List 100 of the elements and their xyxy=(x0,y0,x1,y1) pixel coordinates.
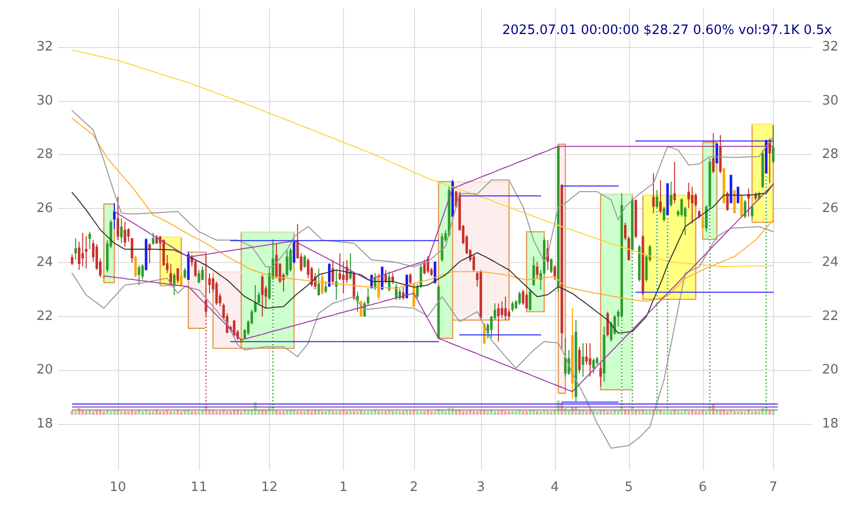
candlestick xyxy=(536,261,538,279)
bar xyxy=(243,410,246,415)
y-tick-label: 28 xyxy=(36,147,53,162)
candlestick xyxy=(152,232,154,246)
bar xyxy=(676,411,680,415)
y2-tick-label: 20 xyxy=(822,362,839,378)
y2-tick-label: 18 xyxy=(822,416,839,432)
bar xyxy=(687,411,690,415)
candlestick xyxy=(712,132,715,174)
bar xyxy=(420,411,422,415)
bar xyxy=(768,410,771,415)
bar xyxy=(360,410,362,415)
y-tick-label: 24 xyxy=(36,254,53,270)
bar xyxy=(289,410,292,415)
candlestick xyxy=(289,248,292,272)
bar xyxy=(99,410,102,415)
candlestick xyxy=(356,291,359,312)
bar xyxy=(152,411,154,415)
bar xyxy=(588,410,592,415)
candlestick xyxy=(275,242,278,279)
y2-tick-label: 32 xyxy=(822,40,839,55)
bar xyxy=(554,410,556,415)
candlestick xyxy=(656,190,658,209)
bar xyxy=(356,411,359,415)
bar xyxy=(184,410,186,415)
candlestick xyxy=(176,268,180,284)
bar xyxy=(310,411,313,415)
candlestick xyxy=(670,181,672,208)
candlestick xyxy=(525,292,528,310)
bar xyxy=(328,410,331,415)
candlestick xyxy=(673,161,676,204)
candlestick xyxy=(88,231,91,250)
candlestick xyxy=(338,252,342,280)
bar xyxy=(320,411,324,415)
bar xyxy=(264,410,268,415)
bar xyxy=(116,410,120,415)
candlestick xyxy=(391,272,394,284)
x-tick-label: 1 xyxy=(339,480,348,495)
bar xyxy=(494,411,496,415)
bar xyxy=(222,410,225,415)
bar xyxy=(394,411,398,415)
bar xyxy=(454,410,458,415)
bar xyxy=(402,411,405,415)
candlestick xyxy=(81,232,84,267)
candlestick xyxy=(198,269,200,284)
bar xyxy=(370,411,373,415)
bar xyxy=(226,411,228,415)
line-series xyxy=(72,118,774,302)
y2-tick-label: 30 xyxy=(822,93,839,108)
bar xyxy=(648,411,652,415)
bar xyxy=(536,411,538,415)
bar xyxy=(363,411,366,415)
bar xyxy=(606,411,609,415)
bar xyxy=(754,411,757,415)
bar xyxy=(772,410,775,415)
x-tick-label: 12 xyxy=(261,480,278,495)
bar xyxy=(92,411,94,415)
bar xyxy=(74,411,77,415)
bar xyxy=(169,411,172,415)
bar xyxy=(113,410,116,415)
bar xyxy=(130,410,134,415)
bar xyxy=(127,411,130,415)
bar xyxy=(391,411,394,415)
bar xyxy=(726,411,729,415)
candlestick xyxy=(120,218,123,244)
bar xyxy=(444,411,447,415)
bar xyxy=(522,411,524,415)
bar xyxy=(377,411,380,415)
bar xyxy=(95,410,98,415)
candlestick xyxy=(750,204,754,219)
candlestick xyxy=(286,250,288,278)
candlestick xyxy=(532,256,535,286)
bar xyxy=(508,411,510,415)
bar xyxy=(602,410,606,415)
bar xyxy=(398,411,402,415)
bar xyxy=(218,411,222,415)
candlestick xyxy=(528,289,532,312)
bar xyxy=(229,411,232,415)
bar xyxy=(282,411,285,415)
candlestick xyxy=(504,296,507,321)
bar xyxy=(335,411,338,415)
bar xyxy=(673,410,676,415)
bar xyxy=(158,411,162,415)
candlestick xyxy=(124,221,126,248)
bar xyxy=(500,410,504,415)
candlestick xyxy=(472,254,476,272)
bar xyxy=(106,410,109,415)
x-tick-label: 11 xyxy=(190,480,208,495)
bar xyxy=(236,410,239,415)
bar xyxy=(546,411,550,415)
candlestick xyxy=(726,191,729,212)
y2-tick-label: 26 xyxy=(822,201,839,216)
bar xyxy=(518,410,521,415)
y-tick-label: 18 xyxy=(36,416,53,432)
bar xyxy=(70,410,74,415)
y-tick-label: 26 xyxy=(36,201,53,216)
bar xyxy=(747,410,750,415)
candlestick xyxy=(70,254,74,266)
bar xyxy=(666,411,669,415)
bar xyxy=(162,411,165,415)
